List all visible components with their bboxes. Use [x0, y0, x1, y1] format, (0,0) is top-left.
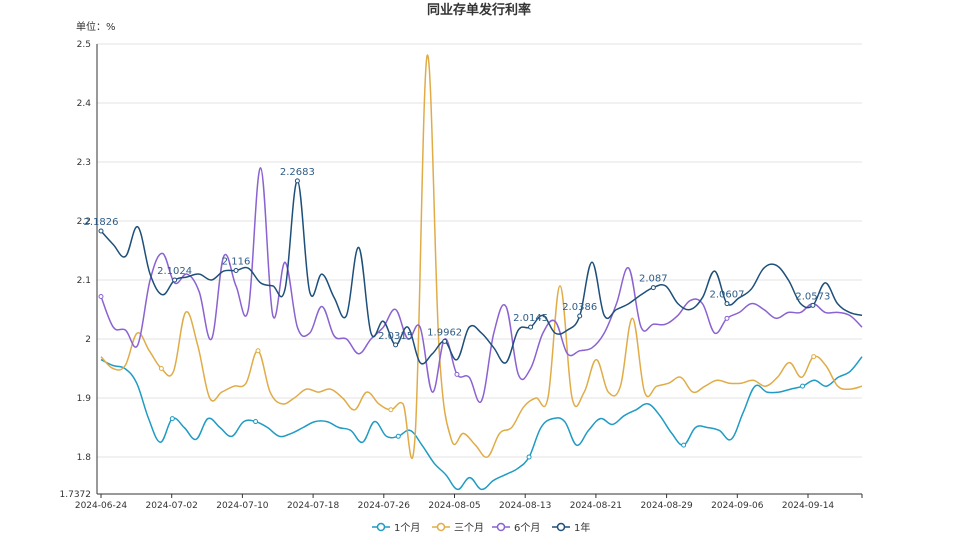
data-label: 2.0145 [513, 313, 548, 324]
data-label: 2.0315 [378, 331, 413, 342]
legend-item[interactable]: 1个月 [372, 522, 420, 534]
y-tick-label: 2.4 [77, 99, 92, 109]
y-tick-label: 2.5 [77, 40, 91, 50]
x-tick-label: 2024-07-26 [358, 501, 411, 511]
x-tick-label: 2024-09-06 [711, 501, 764, 511]
series-line-0 [100, 356, 863, 491]
y-tick-label: 2.1 [77, 276, 91, 286]
data-label: 2.0573 [795, 291, 830, 302]
data-point[interactable] [233, 268, 239, 274]
data-point[interactable] [811, 354, 817, 360]
x-tick-label: 2024-07-18 [287, 501, 340, 511]
data-point[interactable] [294, 178, 300, 184]
grid-lines [97, 43, 862, 458]
data-point[interactable] [454, 371, 460, 377]
data-label: 2.0607 [709, 290, 744, 301]
legend-marker [556, 522, 566, 532]
legend-item[interactable]: 1年 [552, 521, 590, 534]
data-point[interactable] [800, 383, 806, 389]
data-point[interactable] [724, 315, 730, 321]
data-point[interactable] [158, 365, 164, 371]
legend-marker [376, 522, 386, 532]
legend-label: 三个月 [454, 522, 484, 534]
data-label: 2.087 [639, 274, 668, 285]
series-line-3 [100, 180, 863, 365]
data-point[interactable] [810, 302, 816, 308]
data-label: 2.1826 [84, 217, 119, 228]
y-tick-label: 1.8 [77, 453, 92, 463]
x-tick-label: 2024-08-13 [499, 501, 551, 511]
y-tick-label: 1.7372 [60, 490, 92, 500]
data-point[interactable] [681, 442, 687, 448]
y-tick-label: 2 [85, 335, 91, 345]
data-point[interactable] [442, 338, 448, 344]
data-point[interactable] [98, 293, 104, 299]
legend-item[interactable]: 三个月 [432, 522, 484, 534]
x-tick-label: 2024-07-02 [146, 501, 198, 511]
data-point[interactable] [393, 342, 399, 348]
data-point[interactable] [526, 454, 532, 460]
data-label: 2.1024 [157, 266, 192, 277]
data-labels: 2.1826 2.1024 2.116 2.2683 2.0315 1.9962 2.014… [84, 167, 831, 342]
series-line-2 [100, 167, 863, 404]
y-tick-label: 2.3 [77, 158, 91, 168]
data-point[interactable] [98, 228, 104, 234]
series-lines [100, 54, 863, 491]
data-label: 2.0386 [562, 302, 597, 313]
data-point[interactable] [528, 324, 534, 330]
legend[interactable]: 1个月 三个月 6个月 1年 [372, 521, 590, 534]
data-label: 2.2683 [280, 167, 315, 178]
legend-label: 1个月 [394, 522, 420, 534]
y-tick-label: 2.2 [77, 217, 91, 227]
y-tick-label: 1.9 [77, 394, 92, 404]
data-point[interactable] [650, 285, 656, 291]
data-point[interactable] [388, 407, 394, 413]
x-axis-ticks: 2024-06-24 2024-07-02 2024-07-10 2024-07-18… [75, 494, 863, 511]
x-tick-label: 2024-06-24 [75, 501, 128, 511]
axes [96, 44, 862, 495]
legend-label: 6个月 [514, 522, 540, 534]
series-points [98, 178, 817, 460]
data-point[interactable] [172, 277, 178, 283]
data-point[interactable] [395, 433, 401, 439]
data-point[interactable] [169, 416, 175, 422]
x-tick-label: 2024-08-29 [640, 501, 693, 511]
legend-item[interactable]: 6个月 [492, 522, 540, 534]
data-point[interactable] [577, 313, 583, 319]
chart-title: 同业存单发行利率 [427, 2, 531, 18]
legend-label: 1年 [574, 521, 590, 534]
x-tick-label: 2024-07-10 [216, 501, 269, 511]
data-point[interactable] [724, 301, 730, 307]
legend-marker [496, 522, 506, 532]
legend-marker [436, 522, 446, 532]
x-tick-label: 2024-09-14 [782, 501, 835, 511]
y-unit-label: 单位：% [76, 20, 116, 33]
series-line-1 [100, 54, 863, 459]
x-tick-label: 2024-08-05 [428, 501, 480, 511]
data-label: 2.116 [222, 257, 251, 268]
x-tick-label: 2024-08-21 [570, 501, 622, 511]
data-point[interactable] [253, 419, 259, 425]
y-axis-ticks: 1.7372 1.8 1.9 2 2.1 2.2 2.3 2.4 2.5 [60, 40, 92, 500]
data-label: 1.9962 [427, 327, 462, 338]
data-point[interactable] [255, 348, 261, 354]
